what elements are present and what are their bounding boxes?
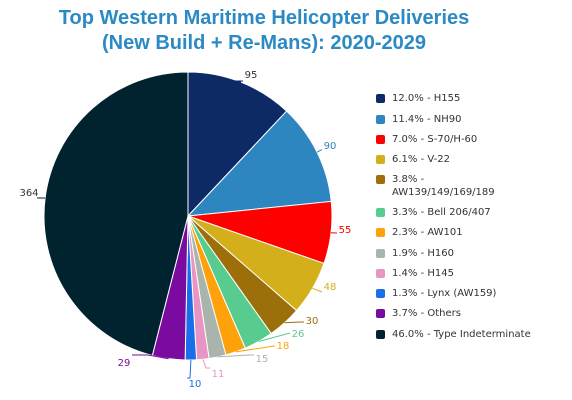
legend-swatch: [376, 175, 385, 184]
slice-value-label: 15: [256, 354, 269, 365]
chart-title: Top Western Maritime Helicopter Deliveri…: [0, 6, 528, 56]
legend-swatch: [376, 155, 385, 164]
legend-item: 6.1% - V-22: [376, 153, 566, 166]
leader-line: [235, 345, 275, 353]
leader-line: [284, 321, 304, 324]
legend-item: 2.3% - AW101: [376, 226, 566, 239]
slice-value-label: 30: [306, 316, 319, 327]
slice-value-label: 55: [339, 225, 352, 236]
leader-line: [187, 359, 192, 379]
legend-swatch: [376, 228, 385, 237]
slice-value-label: 26: [292, 329, 305, 340]
legend-item: 3.8% - AW139/149/169/189: [376, 173, 566, 199]
chart-title-line-2: (New Build + Re-Mans): 2020-2029: [102, 32, 426, 54]
legend-item: 1.4% - H145: [376, 267, 566, 280]
legend-label: 6.1% - V-22: [392, 154, 450, 165]
legend-label: 12.0% - H155: [392, 93, 461, 104]
slice-value-label: 95: [245, 70, 258, 81]
pie-slices: [43, 71, 333, 361]
legend-swatch: [376, 115, 385, 124]
slice-value-label: 48: [324, 282, 337, 293]
legend-item: 11.4% - NH90: [376, 113, 566, 126]
legend-swatch: [376, 135, 385, 144]
legend-swatch: [376, 330, 385, 339]
legend-item: 1.3% - Lynx (AW159): [376, 287, 566, 300]
legend-label: 1.4% - H145: [392, 268, 454, 279]
leader-line: [231, 80, 243, 83]
legend-label: 3.7% - Others: [392, 308, 461, 319]
legend-item: 12.0% - H155: [376, 92, 566, 105]
leader-line: [202, 359, 210, 369]
legend-label: 3.3% - Bell 206/407: [392, 207, 491, 218]
slice-value-label: 29: [118, 358, 131, 369]
legend-item: 3.7% - Others: [376, 307, 566, 320]
leader-line: [132, 354, 169, 360]
slice-value-label: 90: [324, 141, 337, 152]
leader-line: [312, 287, 323, 293]
pie-slice-nh90: [186, 110, 332, 217]
legend-item: 7.0% - S-70/H-60: [376, 133, 566, 146]
legend-swatch: [376, 249, 385, 258]
legend-label: 1.9% - H160: [392, 248, 454, 259]
legend-item: 1.9% - H160: [376, 247, 566, 260]
legend-item: 3.3% - Bell 206/407: [376, 206, 566, 219]
leader-line: [258, 332, 291, 342]
legend-label: 2.3% - AW101: [392, 227, 463, 238]
chart-title-line-1: Top Western Maritime Helicopter Deliveri…: [58, 7, 470, 29]
legend-label: 7.0% - S-70/H-60: [392, 134, 478, 145]
label-leader-lines: [37, 80, 337, 379]
legend-item: 46.0% - Type Indeterminate: [376, 328, 566, 341]
leader-line: [316, 149, 322, 153]
legend-label: 1.3% - Lynx (AW159): [392, 288, 497, 299]
slice-value-label: 11: [212, 369, 225, 380]
slice-value-label: 364: [19, 188, 38, 199]
legend-swatch: [376, 269, 385, 278]
legend-swatch: [376, 208, 385, 217]
legend-label: 11.4% - NH90: [392, 114, 462, 125]
legend-swatch: [376, 309, 385, 318]
pie-slice-type-indeterminate: [43, 71, 189, 357]
legend-swatch: [376, 289, 385, 298]
slice-value-label: 10: [189, 379, 202, 390]
legend-label: 3.8% - AW139/149/169/189: [392, 174, 495, 198]
legend-label: 46.0% - Type Indeterminate: [392, 329, 531, 340]
slice-value-label: 18: [277, 341, 290, 352]
legend-swatch: [376, 94, 385, 103]
leader-line: [217, 354, 254, 358]
